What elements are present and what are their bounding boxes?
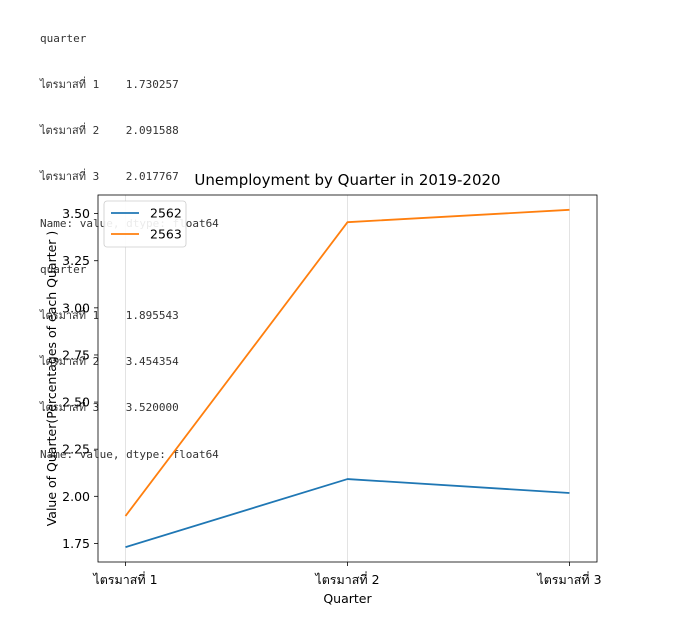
console-row: ไตรมาสที่ 3 3.520000 <box>40 400 219 415</box>
x-tick-label: ไตรมาสที่ 1 <box>92 571 157 587</box>
legend-label: 2563 <box>150 227 182 242</box>
x-axis-label: Quarter <box>323 591 372 606</box>
console-row-label: ไตรมาสที่ 2 <box>40 355 100 369</box>
y-tick-label: 3.00 <box>62 300 90 315</box>
y-tick-label: 3.25 <box>62 253 90 268</box>
series-line-2563 <box>124 208 570 517</box>
y-tick-label: 3.50 <box>62 206 90 221</box>
x-gridlines <box>125 195 570 562</box>
console-row-label: ไตรมาสที่ 3 <box>40 401 100 415</box>
console-row: ไตรมาสที่ 2 2.091588 <box>40 123 219 138</box>
series-lines <box>124 208 570 549</box>
console-row-label: ไตรมาสที่ 3 <box>40 170 100 184</box>
console-row-value: 3.520000 <box>125 401 179 415</box>
y-axis-label: Value of Quarter(Percentages of each Qua… <box>44 231 59 527</box>
chart-title: Unemployment by Quarter in 2019-2020 <box>194 171 500 189</box>
console-row-value: 2.091588 <box>125 124 179 138</box>
console-row: ไตรมาสที่ 2 3.454354 <box>40 354 219 369</box>
console-header: quarter <box>40 31 87 45</box>
y-axis: 1.75 2.00 2.25 2.50 2.75 3.00 3.25 3.50 <box>62 206 98 551</box>
console-row-value: 2.017767 <box>125 170 179 184</box>
y-tick-label: 1.75 <box>62 536 90 551</box>
console-row: ไตรมาสที่ 1 1.895543 <box>40 308 219 323</box>
x-tick-label: ไตรมาสที่ 3 <box>536 571 601 587</box>
legend: 2562 2563 <box>103 200 187 248</box>
series-line-2562 <box>125 478 570 549</box>
x-tick-label: ไตรมาสที่ 2 <box>314 571 379 587</box>
console-row: ไตรมาสที่ 3 2.017767 <box>40 169 219 184</box>
console-row: ไตรมาสที่ 1 1.730257 <box>40 77 219 92</box>
unemployment-line-chart: ไตรมาสที่ 1 ไตรมาสที่ 2 ไตรมาสที่ 3 1.75 2.… <box>44 171 602 606</box>
console-footer: Name: value, dtype: float64 <box>40 447 219 461</box>
console-header: quarter <box>40 262 87 276</box>
console-row-value: 1.895543 <box>125 309 179 323</box>
x-axis: ไตรมาสที่ 1 ไตรมาสที่ 2 ไตรมาสที่ 3 <box>92 562 602 587</box>
console-output: quarter ไตรมาสที่ 1 1.730257 ไตรมาสที่ 2… <box>40 0 219 477</box>
y-tick-label: 2.75 <box>62 347 90 362</box>
console-row-value: 3.454354 <box>125 355 179 369</box>
console-row-label: ไตรมาสที่ 1 <box>40 309 100 323</box>
console-row-label: ไตรมาสที่ 2 <box>40 124 100 138</box>
y-tick-label: 2.25 <box>62 442 90 457</box>
y-tick-label: 2.00 <box>62 489 90 504</box>
console-row-label: ไตรมาสที่ 1 <box>40 78 100 92</box>
console-row-value: 1.730257 <box>125 78 179 92</box>
legend-label: 2562 <box>150 206 182 221</box>
y-tick-label: 2.50 <box>62 395 90 410</box>
